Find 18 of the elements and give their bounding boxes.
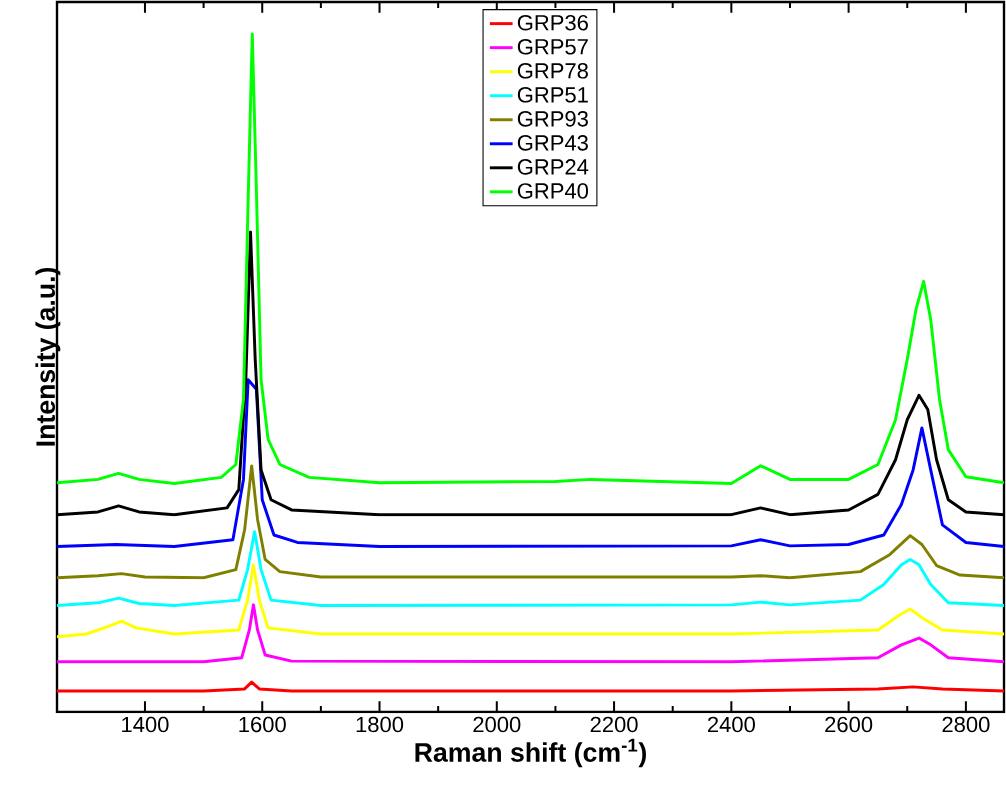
- x-tick-label: 1600: [239, 716, 286, 733]
- legend-label: GRP40: [517, 183, 589, 199]
- x-tick-label: 2800: [942, 716, 990, 733]
- x-tick-label: 1800: [356, 716, 404, 733]
- x-tick-label: 2200: [590, 716, 638, 733]
- legend-label: GRP51: [517, 87, 588, 103]
- legend-label: GRP93: [517, 111, 588, 127]
- legend-label: GRP36: [517, 14, 588, 31]
- legend-label: GRP24: [517, 159, 589, 175]
- y-axis-title: Intensity (a.u.): [35, 267, 61, 446]
- legend-label: GRP78: [517, 63, 588, 79]
- legend-label: GRP43: [517, 135, 588, 151]
- x-tick-label: 2400: [707, 716, 755, 733]
- x-tick-label: 2000: [473, 716, 521, 733]
- x-axis-title: Raman shift (cm$^{-1}$): [415, 738, 646, 768]
- x-tick-label: 1400: [122, 716, 169, 733]
- legend-label: GRP57: [517, 38, 588, 55]
- x-tick-label: 2600: [825, 716, 873, 733]
